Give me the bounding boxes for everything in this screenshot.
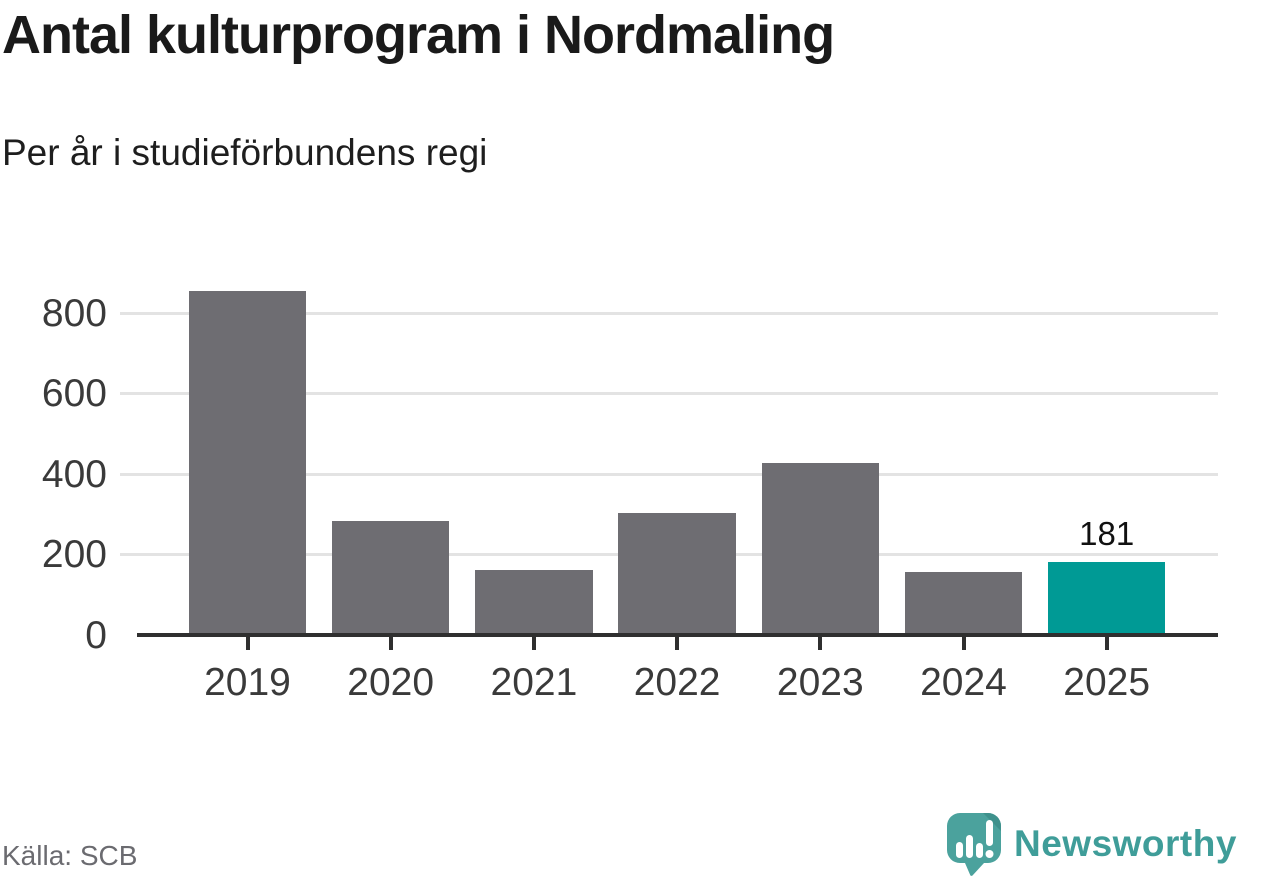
- bar-2022: [618, 513, 736, 635]
- logo-bar-medium-icon: [976, 843, 983, 858]
- x-axis-tick-2024: [961, 637, 966, 650]
- x-axis-line: [137, 633, 1218, 637]
- bar-2025: [1047, 562, 1166, 635]
- y-axis-tick-label-800: 800: [41, 291, 107, 335]
- bar-2021: [475, 570, 593, 635]
- x-axis-tick-2019: [245, 637, 250, 650]
- y-axis-tick-label-0: 0: [85, 613, 107, 657]
- x-axis-tick-label-2019: 2019: [204, 661, 291, 704]
- gridline-400: [120, 472, 1218, 476]
- x-axis-tick-label-2024: 2024: [920, 661, 1007, 704]
- bar-2019: [188, 291, 307, 635]
- source-attribution: Källa: SCB: [2, 840, 138, 871]
- x-axis-tick-label-2022: 2022: [633, 661, 721, 704]
- chart-title: Antal kulturprogram i Nordmaling: [2, 5, 835, 65]
- logo-bar-tall-icon: [966, 835, 973, 858]
- y-axis-tick-label-400: 400: [41, 452, 107, 496]
- y-axis-tick-label-200: 200: [41, 533, 107, 577]
- bar-2024: [904, 572, 1023, 635]
- bar-2020: [331, 520, 450, 635]
- bar-value-label-2025: 181: [1079, 515, 1135, 553]
- brand-logo: Newsworthy: [946, 812, 1237, 876]
- gridline-600: [120, 392, 1218, 396]
- x-axis-tick-2021: [531, 637, 536, 650]
- chart-subtitle: Per år i studieförbundens regi: [2, 132, 488, 173]
- y-axis-tick-label-600: 600: [41, 372, 107, 416]
- logo-exclamation-bar-icon: [986, 820, 993, 846]
- bar-2023: [761, 463, 880, 635]
- brand-name: Newsworthy: [1014, 823, 1237, 864]
- x-axis-tick-2023: [818, 637, 823, 650]
- newsworthy-speech-bubble-chart-icon: [947, 813, 1001, 876]
- x-axis-tick-2022: [675, 637, 680, 650]
- x-axis-tick-label-2020: 2020: [347, 661, 435, 704]
- gridline-800: [120, 311, 1218, 315]
- x-axis-tick-label-2021: 2021: [490, 661, 578, 704]
- x-axis-tick-2025: [1104, 637, 1109, 650]
- x-axis-tick-label-2023: 2023: [776, 661, 864, 704]
- x-axis-tick-2020: [388, 637, 393, 650]
- logo-exclamation-dot-icon: [985, 850, 994, 858]
- x-axis-tick-label-2025: 2025: [1063, 661, 1151, 704]
- logo-bar-small-icon: [956, 842, 963, 858]
